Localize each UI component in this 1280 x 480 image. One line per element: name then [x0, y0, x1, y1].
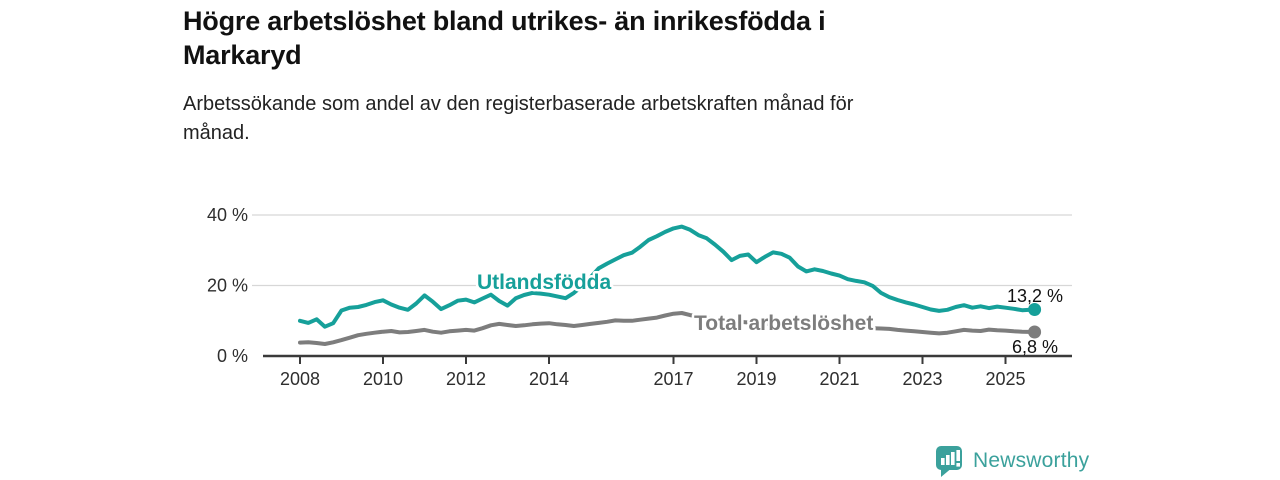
series-line-total: [298, 311, 1037, 346]
x-tick-label: 2010: [363, 369, 403, 389]
y-tick-label: 0 %: [217, 346, 248, 366]
page-title-line2: Markaryd: [183, 40, 302, 70]
series-line-utlandsfodda: [298, 224, 1037, 329]
x-tick-label: 2014: [529, 369, 569, 389]
x-tick-label: 2017: [653, 369, 693, 389]
x-tick-label: 2012: [446, 369, 486, 389]
axes: 0 % 20 % 40 % 2008 2010 2012 2014 2017 2019 2021 2…: [207, 205, 1072, 389]
end-value-label-utlandsfodda: 13,2 %: [1007, 286, 1063, 306]
end-dot-utlandsfodda: [1028, 303, 1042, 316]
chart-subtitle-line2: månad.: [183, 122, 250, 144]
end-dot-total: [1028, 325, 1042, 339]
chart-subtitle: Arbetssökande som andel av den registerb…: [183, 90, 1083, 148]
end-value-label-total: 6,8 %: [1012, 337, 1058, 357]
gridlines: [252, 214, 1072, 287]
series-label-total: Total arbetslöshet: [694, 312, 873, 335]
x-tick-label: 2021: [819, 369, 859, 389]
x-tick-label: 2025: [985, 369, 1025, 389]
y-tick-label: 40 %: [207, 205, 248, 225]
page-title-line1: Högre arbetslöshet bland utrikes- än inr…: [183, 6, 826, 36]
data-series: [298, 224, 1042, 346]
speech-bubble-bar-chart-icon: [936, 446, 962, 477]
newsworthy-logo-text: Newsworthy: [973, 449, 1090, 472]
y-tick-label: 20 %: [207, 276, 248, 296]
newsworthy-logo: Newsworthy: [934, 444, 1089, 478]
chart-header: Högre arbetslöshet bland utrikes- än inr…: [183, 4, 1083, 148]
x-tick-label: 2023: [902, 369, 942, 389]
x-tick-label: 2019: [736, 369, 776, 389]
series-label-utlandsfodda: Utlandsfödda: [477, 271, 611, 294]
chart-subtitle-line1: Arbetssökande som andel av den registerb…: [183, 93, 854, 115]
x-tick-label: 2008: [280, 369, 320, 389]
